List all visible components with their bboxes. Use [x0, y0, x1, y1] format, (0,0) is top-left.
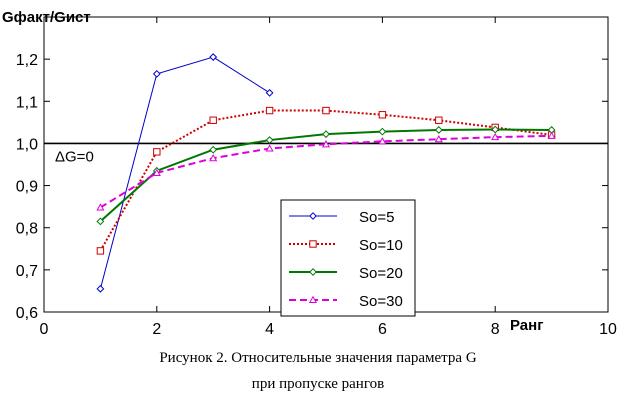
chart: 0 2 4 6 8 10 0,6 0,7 0,8 0,9 1,0 1,1 1,2 Gфакт/Gист Ра… [2, 9, 617, 338]
data-point [491, 125, 500, 134]
data-point [209, 145, 218, 154]
data-point [209, 116, 217, 124]
x-tick-label: 0 [40, 321, 49, 338]
data-point [153, 148, 161, 156]
x-tick-label: 4 [265, 321, 274, 338]
y-axis-title: Gфакт/Gист [2, 9, 91, 26]
data-point [435, 116, 443, 124]
x-axis-title: Ранг [510, 317, 543, 334]
y-tick-label: 1,1 [16, 94, 38, 111]
y-tick-label: 1,0 [16, 136, 38, 153]
y-tick-label: 1,2 [16, 52, 38, 69]
legend-label: So=5 [359, 209, 394, 226]
y-tick-label: 0,9 [16, 179, 38, 196]
x-tick-label: 6 [378, 321, 387, 338]
legend-label: So=10 [359, 237, 403, 254]
data-point [434, 134, 443, 143]
series-line [99, 56, 270, 289]
data-point [547, 131, 556, 139]
figure-caption-line-1: Рисунок 2. Относительные значения параме… [159, 350, 477, 366]
x-tick-label: 10 [599, 321, 617, 338]
data-point [265, 106, 274, 115]
data-point [434, 126, 443, 134]
y-tick-label: 0,6 [16, 305, 38, 322]
data-point [308, 295, 318, 304]
x-axis-title-background [505, 313, 565, 335]
data-point [265, 144, 274, 152]
data-point [322, 130, 330, 139]
data-point [96, 284, 105, 293]
data-point [96, 247, 105, 255]
data-point [96, 217, 105, 226]
data-point [265, 136, 274, 144]
data-point [309, 240, 317, 248]
data-point [491, 132, 500, 141]
data-point [378, 127, 387, 136]
legend-box [280, 199, 416, 317]
legend-label: So=20 [359, 265, 403, 282]
data-point [152, 69, 161, 78]
y-tick-label: 0,8 [16, 221, 38, 238]
data-point [96, 203, 105, 211]
series-line [99, 134, 552, 209]
legend-label: So=30 [359, 293, 403, 310]
data-point [152, 168, 161, 176]
reference-line-label: ΔG=0 [55, 148, 94, 165]
data-point [309, 268, 317, 276]
data-point [322, 106, 330, 115]
data-point [378, 111, 387, 119]
data-point [209, 153, 218, 162]
series-so-30 [96, 131, 556, 211]
y-tick-label: 0,7 [16, 263, 38, 280]
series-so-20 [96, 125, 556, 226]
x-tick-label: 8 [491, 321, 500, 338]
data-point [378, 137, 387, 145]
x-tick-label: 2 [152, 321, 161, 338]
data-point [265, 88, 274, 97]
series-so-5 [96, 53, 274, 293]
data-point [321, 140, 331, 148]
data-point [209, 53, 218, 61]
figure-caption-line-2: при пропуске рангов [251, 376, 385, 392]
data-point [309, 212, 317, 220]
